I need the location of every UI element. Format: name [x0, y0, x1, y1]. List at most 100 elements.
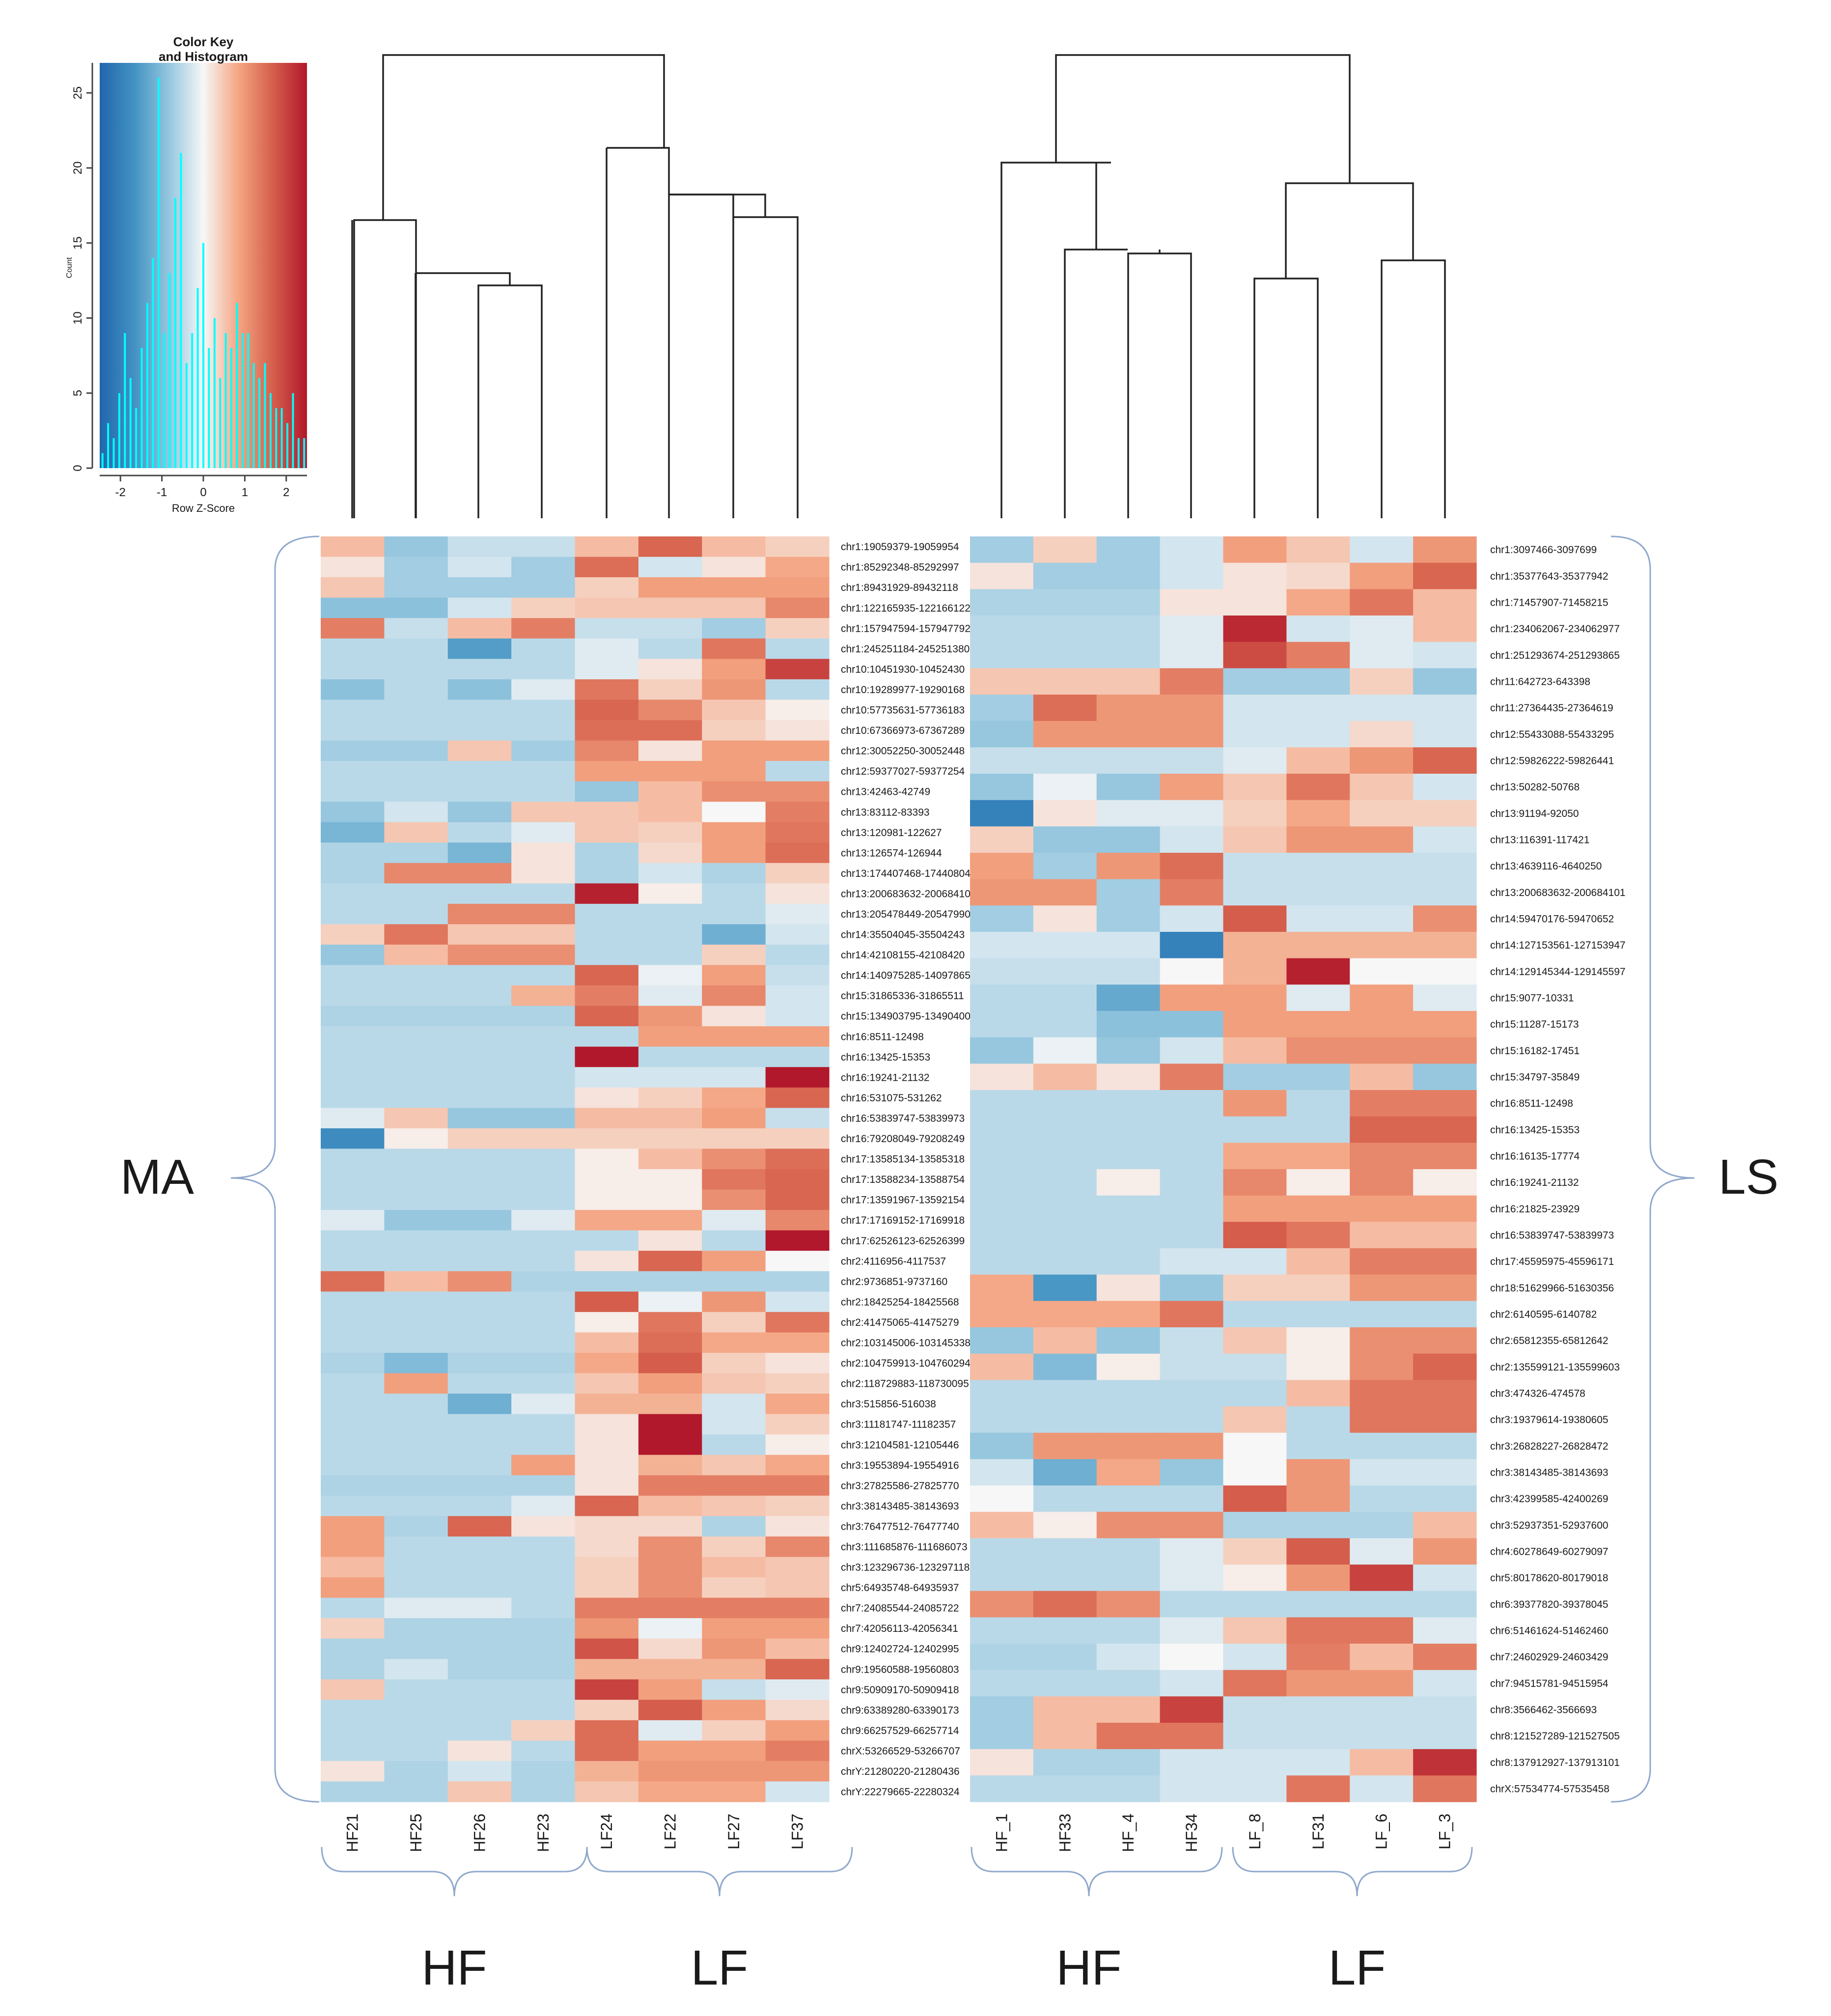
ls-heatmap-cell [1033, 668, 1097, 695]
ma-heatmap-cell [321, 1597, 385, 1619]
ma-heatmap-cell [638, 1536, 702, 1558]
ls-heatmap-cell [1286, 642, 1350, 669]
ls-column-label: LF31 [1309, 1814, 1327, 1849]
ls-heatmap-cell [970, 1512, 1034, 1539]
ma-heatmap-cell [384, 1189, 448, 1210]
ma-heatmap-cell [511, 1659, 576, 1680]
ls-heatmap-cell [1286, 1406, 1350, 1433]
ls-heatmap-cell [1413, 1169, 1477, 1196]
ls-hf-brace [971, 1847, 1223, 1897]
ls-heatmap-cell [1033, 1037, 1097, 1064]
ma-heatmap-cell [702, 536, 766, 558]
ma-heatmap-cell [384, 1414, 448, 1435]
ls-heatmap-cell [1350, 826, 1414, 853]
ma-heatmap-cell [447, 802, 512, 823]
ls-heatmap-cell [1096, 879, 1161, 906]
ls-heatmap-cell [970, 668, 1034, 695]
ma-heatmap-cell [384, 1781, 448, 1802]
ma-heatmap-cell [575, 1128, 639, 1149]
ma-heatmap-cell [321, 1516, 385, 1537]
ma-heatmap-cell [765, 577, 830, 598]
ma-row-label: chr10:19289977-19290168 [841, 684, 965, 696]
ma-heatmap-cell [702, 944, 766, 966]
ls-heatmap-cell [1160, 616, 1224, 643]
ma-heatmap-cell [765, 1332, 830, 1353]
ls-heatmap-cell [1350, 1248, 1414, 1275]
ma-heatmap-cell [511, 1067, 576, 1088]
ls-heatmap-cell [1223, 1248, 1287, 1275]
ma-row-label: chr1:157947594-157947792 [841, 623, 971, 634]
ls-heatmap-cell [1096, 1327, 1161, 1354]
ls-heatmap-cell [1160, 721, 1224, 748]
ls-heatmap-cell [1350, 1538, 1414, 1565]
ma-heatmap-cell [511, 1516, 576, 1537]
ma-heatmap-cell [321, 903, 385, 925]
ma-heatmap-cell [765, 822, 830, 843]
ma-heatmap-cell [384, 1577, 448, 1598]
ls-group-label-lf: LF [1329, 1940, 1386, 1995]
ls-heatmap-cell [1413, 1538, 1477, 1565]
ma-heatmap-cell [702, 1046, 766, 1067]
ma-heatmap-cell [765, 1373, 830, 1394]
ma-heatmap-cell [638, 842, 702, 864]
ma-heatmap-cell [575, 802, 639, 823]
ma-heatmap-cell [765, 1414, 830, 1435]
ma-heatmap-cell [575, 924, 639, 945]
ma-heatmap-cell [575, 1618, 639, 1639]
ma-heatmap-cell [765, 1230, 830, 1251]
ma-heatmap-cell [321, 1475, 385, 1496]
ma-left-brace [230, 535, 320, 1803]
ma-heatmap-cell [447, 679, 512, 700]
ls-heatmap-cell [1350, 932, 1414, 959]
ls-heatmap-cell [1096, 1644, 1161, 1671]
ma-heatmap-cell [511, 802, 576, 823]
ma-heatmap-cell [447, 1108, 512, 1129]
ma-heatmap-cell [575, 1251, 639, 1272]
ls-heatmap-cell [1350, 642, 1414, 669]
ls-heatmap-cell [970, 958, 1034, 985]
ma-row-label: chr2:4116956-4117537 [841, 1256, 946, 1267]
ma-heatmap-cell [511, 618, 576, 639]
ma-row-label: chr16:531075-531262 [841, 1092, 942, 1104]
ma-heatmap-cell [638, 903, 702, 925]
ls-heatmap-cell [1350, 1169, 1414, 1196]
panel-braces [230, 535, 1695, 1897]
ma-heatmap-cell [384, 659, 448, 680]
ma-heatmap-cell [765, 1026, 830, 1047]
ma-heatmap-cell [765, 1740, 830, 1762]
ls-heatmap-cell [1033, 1143, 1097, 1170]
ma-heatmap-cell [765, 1087, 830, 1108]
ls-heatmap-cell [1223, 1037, 1287, 1064]
ma-heatmap-cell [575, 1312, 639, 1333]
ls-heatmap-cell [1033, 1274, 1097, 1301]
ls-heatmap-cell [1033, 1670, 1097, 1697]
ma-heatmap-cell [447, 1026, 512, 1047]
ls-heatmap-cell [1413, 1064, 1477, 1091]
ls-heatmap-cell [1033, 1432, 1097, 1459]
ls-heatmap-cell [1350, 1090, 1414, 1117]
ls-heatmap-cell [970, 1143, 1034, 1170]
ma-row-label: chr3:111685876-111686073 [841, 1541, 968, 1553]
ls-heatmap-cell [1096, 1723, 1161, 1750]
ls-heatmap-cell [1286, 1143, 1350, 1170]
ma-heatmap-cell [321, 1189, 385, 1210]
ma-row-label: chr3:19553894-19554916 [841, 1460, 959, 1471]
ls-heatmap-cell [1413, 642, 1477, 669]
ma-heatmap-cell [447, 557, 512, 578]
ls-row-label: chr5:80178620-80179018 [1490, 1572, 1609, 1584]
ma-heatmap-cell [511, 944, 576, 966]
ma-row-label: chr2:9736851-9737160 [841, 1276, 947, 1288]
ma-heatmap-cell [447, 1046, 512, 1067]
ma-heatmap-cell [638, 536, 702, 558]
ls-row-label: chr3:52937351-52937600 [1490, 1520, 1609, 1531]
ma-heatmap-cell [384, 1516, 448, 1537]
ma-heatmap-cell [321, 1108, 385, 1129]
ma-heatmap-cell [702, 1638, 766, 1659]
ma-heatmap-cell [638, 1638, 702, 1659]
ls-heatmap-cell [1160, 932, 1224, 959]
ma-row-label: chr12:30052250-30052448 [841, 746, 965, 757]
ls-heatmap-cell [1160, 1301, 1224, 1328]
ma-heatmap-cell [702, 1312, 766, 1333]
ma-heatmap-cell [321, 536, 385, 558]
ls-heatmap-cell [1160, 1591, 1224, 1618]
